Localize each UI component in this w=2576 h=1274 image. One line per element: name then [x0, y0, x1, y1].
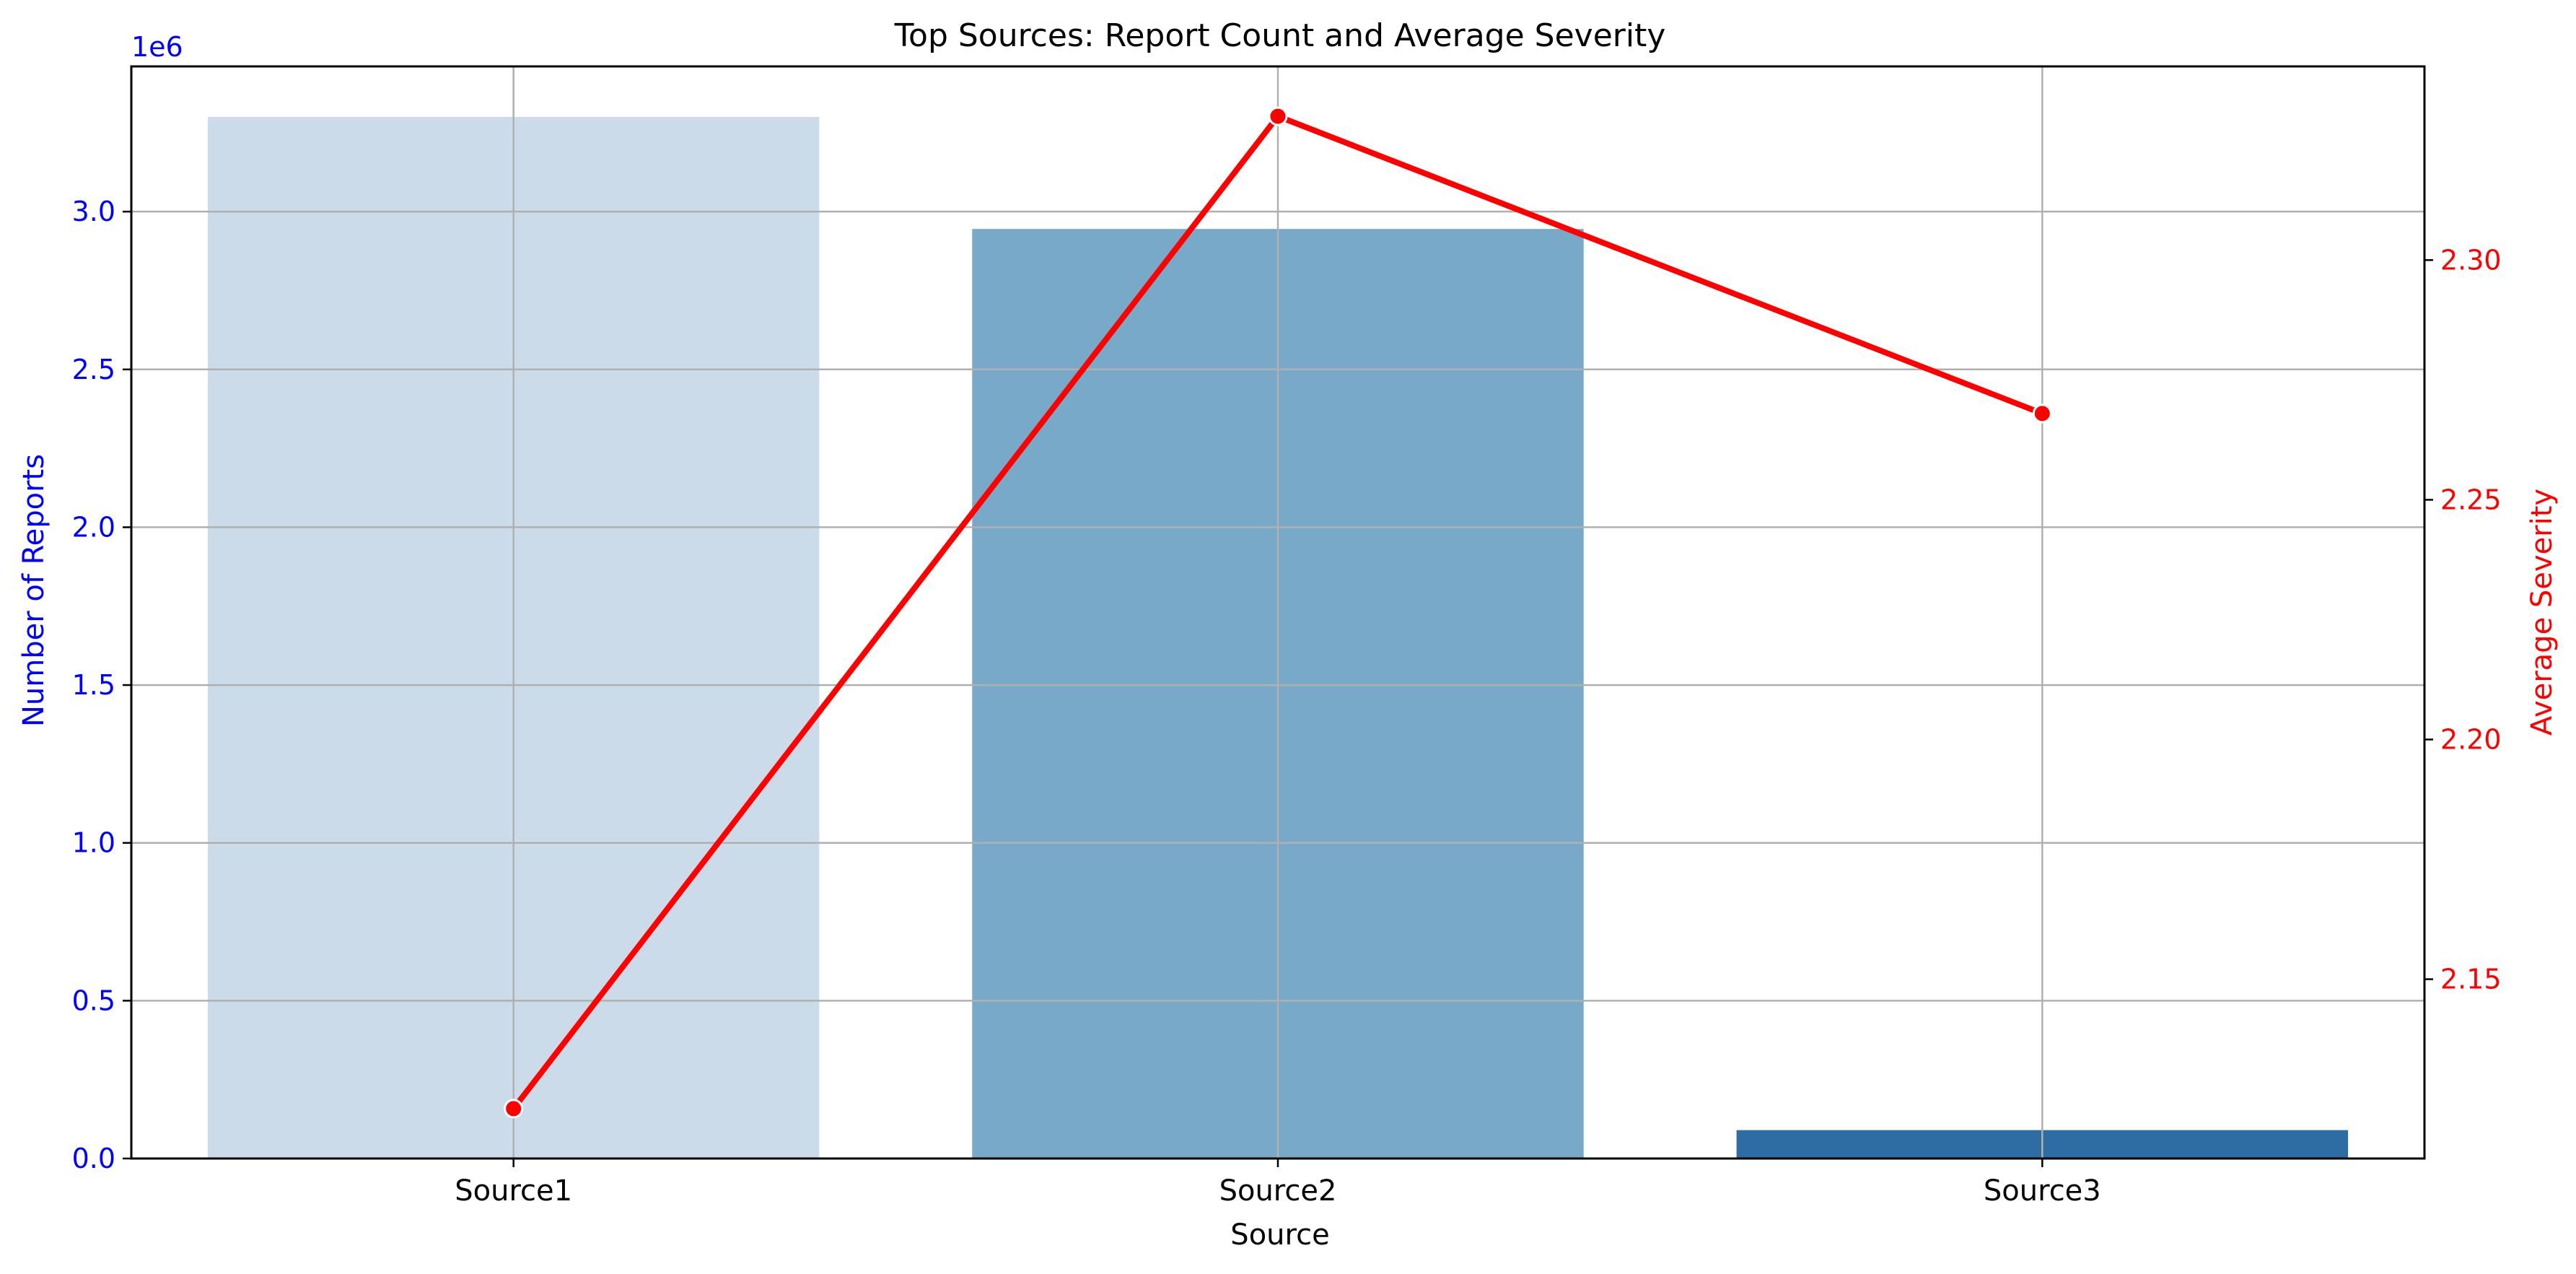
- severity-line-layer: [504, 106, 2052, 1119]
- y-left-tick-label: 1.0: [72, 827, 115, 859]
- severity-point-source2: [1268, 106, 1288, 126]
- x-axis-label: Source: [1230, 1218, 1329, 1252]
- y-right-tick-label: 2.20: [2440, 724, 2502, 756]
- y-left-multiplier-label: 1e6: [131, 31, 183, 63]
- y-right-axis-label: Average Severity: [2525, 489, 2559, 736]
- y-left-tick-label: 0.5: [72, 985, 115, 1016]
- y-right-tick-label: 2.30: [2440, 244, 2502, 276]
- y-left-tick-label: 2.0: [72, 511, 115, 543]
- y-left-tick-label: 2.5: [72, 354, 115, 385]
- y-right-tick-label: 2.25: [2440, 484, 2502, 515]
- severity-point-source1: [504, 1099, 524, 1119]
- severity-point-source3: [2032, 403, 2052, 424]
- chart-title: Top Sources: Report Count and Average Se…: [894, 17, 1666, 54]
- y-right-tick-label: 2.15: [2440, 964, 2502, 995]
- y-left-tick-label: 3.0: [72, 196, 115, 227]
- y-left-tick-label: 1.5: [72, 669, 115, 701]
- x-tick-label: Source3: [1984, 1174, 2101, 1208]
- y-left-tick-label: 0.0: [72, 1143, 115, 1174]
- x-tick-label: Source2: [1219, 1174, 1337, 1208]
- y-left-axis-label: Number of Reports: [17, 454, 51, 727]
- x-tick-label: Source1: [455, 1174, 572, 1208]
- axes-layer: 0.0 0.5 1.0 1.5 2.0 2.5 3.0 2.15 2.20 2.25 2.30 Sou…: [72, 65, 2502, 1208]
